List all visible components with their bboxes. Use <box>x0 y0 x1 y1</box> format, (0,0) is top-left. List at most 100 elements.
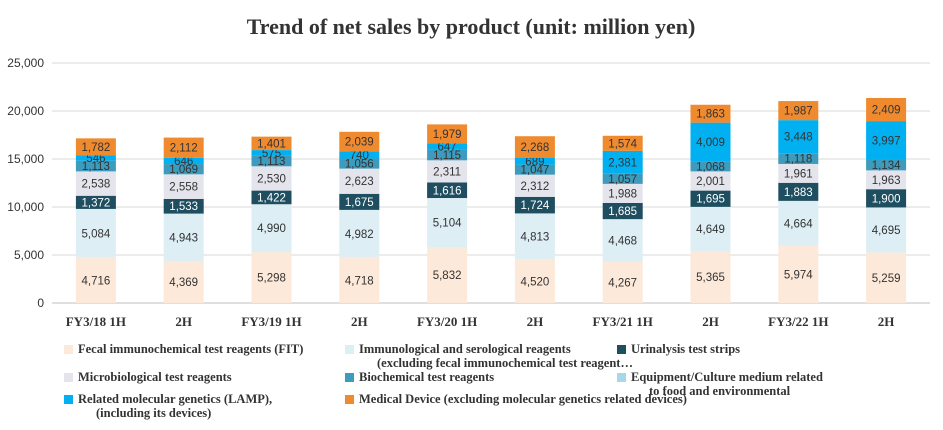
bar-segment <box>690 190 731 207</box>
bar-segment <box>163 261 204 303</box>
data-label: 1,533 <box>169 201 198 213</box>
data-label: 2,312 <box>521 181 550 193</box>
data-label: 647 <box>438 142 457 154</box>
bar-segment <box>690 171 731 191</box>
bars: 4,7165,0841,3722,5381,1135461,7824,3694,… <box>75 97 907 303</box>
bar-segment <box>339 168 380 194</box>
data-label: 1,056 <box>345 159 374 171</box>
data-label: 2,039 <box>345 137 374 149</box>
legend-label: Immunological and serological reagents <box>359 342 571 356</box>
data-label: 5,365 <box>696 272 725 284</box>
bar-segment <box>514 196 555 214</box>
data-label: 4,813 <box>521 232 550 244</box>
bar-segment <box>690 161 731 172</box>
chart-title: Trend of net sales by product (unit: mil… <box>247 14 696 39</box>
data-label: 1,422 <box>257 192 286 204</box>
bar-segment <box>75 208 116 258</box>
bar-segment <box>514 164 555 175</box>
data-label: 2,538 <box>82 179 111 191</box>
bar-segment <box>690 104 731 123</box>
x-tick-label: FY3/18 1H <box>66 314 126 329</box>
data-label: 546 <box>86 153 105 165</box>
data-label: 1,685 <box>608 206 637 218</box>
bar-segment <box>866 189 907 208</box>
bar-segment <box>339 209 380 258</box>
bar-segment <box>866 207 907 253</box>
data-label: 1,695 <box>696 194 725 206</box>
bar-segment <box>251 190 292 205</box>
bar-segment <box>75 138 116 156</box>
bar-segment <box>339 158 380 169</box>
data-label: 2,381 <box>608 157 637 169</box>
data-label: 1,134 <box>872 160 901 172</box>
legend-swatch <box>345 345 354 354</box>
data-label: 1,118 <box>784 154 812 166</box>
x-axis: FY3/18 1H 2H FY3/19 1H 2H FY3/20 1H 2H FY3/21 … <box>66 314 895 329</box>
data-label: 1,987 <box>784 106 813 118</box>
data-label: 1,068 <box>696 161 725 173</box>
legend-label: Medical Device (excluding molecular gene… <box>359 392 687 406</box>
data-label: 2,001 <box>696 176 725 188</box>
x-tick-label: FY3/19 1H <box>241 314 301 329</box>
data-label: 1,401 <box>257 138 286 150</box>
bar-segment <box>163 213 204 262</box>
bar-segment <box>75 195 116 209</box>
y-tick-label: 25,000 <box>7 56 44 70</box>
data-label: 5,298 <box>257 273 286 285</box>
x-tick-label: FY3/22 1H <box>768 314 828 329</box>
bar-segment <box>778 182 819 201</box>
x-tick-label: 2H <box>351 314 368 329</box>
bar-segment <box>514 157 555 165</box>
legend-label: Fecal immunochemical test reagents (FIT) <box>78 342 303 356</box>
bar-segment <box>163 157 204 165</box>
x-tick-label: 2H <box>527 314 544 329</box>
bar-segment <box>514 136 555 158</box>
y-tick-label: 20,000 <box>7 104 44 118</box>
bar-segment <box>427 149 468 161</box>
legend-swatch <box>617 345 626 354</box>
data-label: 4,009 <box>696 137 725 149</box>
bar-segment <box>778 245 819 303</box>
legend-label: (including its devices) <box>96 406 211 420</box>
bar-segment <box>339 131 380 152</box>
data-label: 646 <box>174 156 193 168</box>
data-label: 1,883 <box>784 187 813 199</box>
data-label: 2,623 <box>345 176 374 188</box>
legend-swatch <box>64 345 73 354</box>
bar-segment <box>866 170 907 190</box>
data-label: 4,943 <box>169 232 198 244</box>
bar-segment <box>163 198 204 214</box>
data-label: 5,974 <box>784 269 813 281</box>
legend-label: Related molecular genetics (LAMP), <box>78 392 272 406</box>
bar-segment <box>75 160 116 172</box>
data-label: 1,961 <box>784 168 813 180</box>
bar-segment <box>75 155 116 161</box>
data-label: 4,982 <box>345 229 374 241</box>
bar-segment <box>75 171 116 196</box>
y-tick-label: 0 <box>37 296 44 310</box>
bar-segment <box>602 150 643 174</box>
y-axis: 0 5,000 10,000 15,000 20,000 25,000 <box>7 56 44 310</box>
bar-segment <box>427 182 468 199</box>
legend-label: Biochemical test reagents <box>359 370 494 384</box>
data-label: 5,084 <box>82 228 111 240</box>
bar-segment <box>866 159 907 171</box>
data-label: 2,311 <box>433 166 461 178</box>
bar-segment <box>602 202 643 220</box>
data-label: 3,448 <box>784 132 813 144</box>
bar-segment <box>778 120 819 154</box>
data-label: 4,520 <box>521 276 550 288</box>
bar-segment <box>778 163 819 183</box>
data-label: 4,468 <box>608 236 637 248</box>
data-label: 1,113 <box>82 161 110 173</box>
data-label: 1,963 <box>872 175 901 187</box>
bar-segment <box>778 101 819 121</box>
data-label: 1,069 <box>169 164 198 176</box>
data-label: 1,115 <box>433 150 461 162</box>
bar-segment <box>251 155 292 167</box>
bar-segment <box>866 97 907 122</box>
legend-label: Urinalysis test strips <box>631 342 740 356</box>
bar-segment <box>427 124 468 144</box>
legend-label: (excluding fecal immunochemical test rea… <box>377 356 633 370</box>
x-tick-label: FY3/21 1H <box>593 314 653 329</box>
